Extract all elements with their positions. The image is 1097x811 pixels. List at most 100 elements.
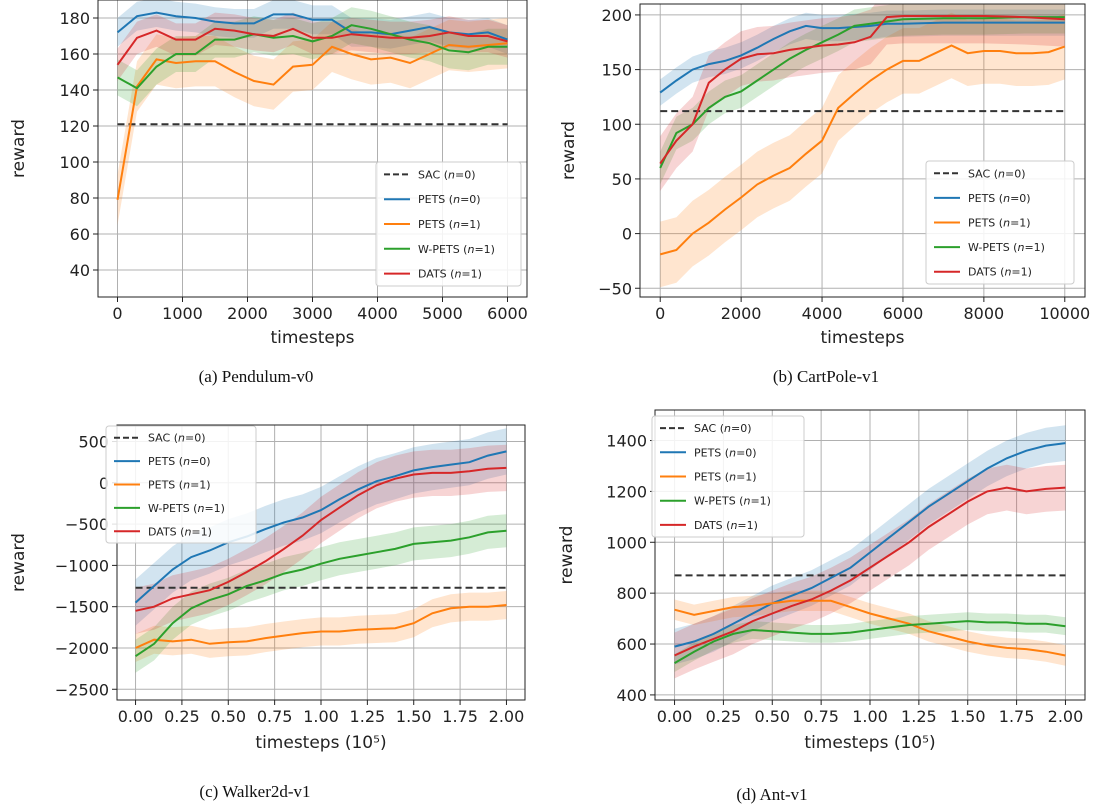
legend-label-prefix: PETS (	[968, 192, 1003, 205]
legend-label-suffix: =1)	[204, 502, 225, 515]
band-pets-n-0	[135, 428, 507, 626]
legend-label-pets-n-1: PETS (n=1)	[418, 218, 481, 231]
y-axis-label: reward	[9, 119, 29, 178]
x-tick-label: 0.50	[210, 707, 246, 726]
legend-label-n: n	[729, 471, 736, 484]
legend-label-prefix: W-PETS (	[418, 243, 467, 256]
legend-label-dats-n-1: DATS (n=1)	[968, 266, 1032, 279]
legend-label-prefix: DATS (	[694, 519, 730, 532]
band-w-pets-n-1	[117, 7, 508, 107]
x-tick-label: 1000	[162, 304, 203, 323]
x-tick-label: 0.00	[118, 707, 154, 726]
x-tick-label: 2.00	[489, 707, 525, 726]
y-tick-label: −2000	[55, 639, 109, 658]
x-tick-label: 1.50	[396, 707, 432, 726]
x-tick-label: 3000	[292, 304, 333, 323]
y-tick-label: 1000	[606, 533, 647, 552]
y-tick-label: 40	[70, 261, 90, 280]
legend-label-pets-n-1: PETS (n=1)	[694, 471, 757, 484]
line-pets-n-0	[674, 442, 1066, 648]
legend-label-suffix: =0)	[190, 455, 211, 468]
line-pets-n-0	[116, 11, 508, 41]
legend-label-sac-n-0: SAC (n=0)	[968, 167, 1026, 180]
legend-box	[375, 161, 522, 287]
chart-panel-3: 0.00 0.25 0.50 0.75 1.00 1.25 1.50 1.75 2.00 −250…	[9, 424, 526, 801]
x-tick-label: 0	[112, 304, 122, 323]
y-tick-label: 140	[59, 81, 90, 100]
band-w-pets-n-1	[674, 612, 1066, 672]
legend-label-prefix: W-PETS (	[148, 502, 197, 515]
axes-frame	[639, 3, 1086, 298]
line-dats-n-1	[116, 27, 508, 66]
legend: SAC (n=0)PETS (n=0)PETS (n=1)W-PETS (n=1…	[651, 415, 805, 538]
legend-label-suffix: =1)	[737, 519, 758, 532]
x-tick-label: 1.75	[999, 707, 1035, 726]
y-tick-label: 0	[99, 474, 109, 493]
legend-label-suffix: =0)	[731, 422, 752, 435]
legend-label-suffix: =1)	[461, 268, 482, 281]
legend-box	[105, 425, 257, 544]
y-tick-label: 1400	[606, 432, 647, 451]
legend-label-prefix: SAC (	[694, 422, 724, 435]
legend-label-suffix: =0)	[455, 168, 476, 181]
y-tick-label: −1500	[55, 598, 109, 617]
y-axis-label: reward	[559, 121, 579, 180]
legend-label-n: n	[453, 193, 460, 206]
legend-label-suffix: =1)	[750, 495, 771, 508]
legend-label-prefix: PETS (	[694, 471, 729, 484]
legend-label-prefix: DATS (	[968, 266, 1004, 279]
band-pets-n-0	[674, 425, 1066, 665]
x-tick-label: 4000	[802, 304, 843, 323]
plot-area	[134, 428, 507, 673]
plot-area	[659, 4, 1066, 288]
x-tick-label: 1.25	[350, 707, 386, 726]
band-w-pets-n-1	[135, 514, 507, 673]
y-tick-label: 60	[70, 225, 90, 244]
legend-label-w-pets-n-1: W-PETS (n=1)	[694, 495, 771, 508]
y-tick-label: 800	[616, 584, 647, 603]
y-axis-label: reward	[557, 526, 577, 585]
legend-label-suffix: =1)	[460, 218, 481, 231]
x-tick-label: 2000	[227, 304, 268, 323]
legend-label-n: n	[184, 525, 191, 538]
grid-lines	[98, 0, 527, 297]
legend-label-suffix: =0)	[460, 193, 481, 206]
legend-label-prefix: SAC (	[418, 168, 448, 181]
legend-box	[925, 160, 1075, 285]
legend-label-w-pets-n-1: W-PETS (n=1)	[418, 243, 495, 256]
y-tick-label: 200	[601, 6, 632, 25]
chart-panel-4: 0.00 0.25 0.50 0.75 1.00 1.25 1.50 1.75 2.00 400 6…	[557, 409, 1086, 804]
legend-label-pets-n-0: PETS (n=0)	[968, 192, 1031, 205]
x-tick-label: 1.00	[303, 707, 339, 726]
line-w-pets-n-1	[673, 620, 1066, 664]
x-tick-label: 10000	[1039, 304, 1090, 323]
x-tick-label: 0.25	[706, 707, 742, 726]
legend-label-suffix: =1)	[1010, 217, 1031, 230]
legend-label-n: n	[453, 218, 460, 231]
legend-label-dats-n-1: DATS (n=1)	[418, 268, 482, 281]
y-axis-label: reward	[9, 533, 29, 592]
legend-label-n: n	[197, 502, 204, 515]
legend-label-n: n	[998, 167, 1005, 180]
x-axis-label: timesteps (10⁵)	[255, 733, 386, 753]
legend-label-prefix: W-PETS (	[694, 495, 743, 508]
y-tick-label: 400	[616, 686, 647, 705]
y-tick-label: 160	[59, 45, 90, 64]
y-tick-label: −2500	[55, 680, 109, 699]
legend-label-pets-n-1: PETS (n=1)	[148, 479, 211, 492]
x-tick-label: 0.00	[657, 707, 693, 726]
legend: SAC (n=0)PETS (n=0)PETS (n=1)W-PETS (n=1…	[925, 160, 1075, 285]
legend-label-sac-n-0: SAC (n=0)	[694, 422, 752, 435]
x-tick-label: 5000	[422, 304, 463, 323]
legend-label-n: n	[448, 168, 455, 181]
legend-label-prefix: PETS (	[968, 217, 1003, 230]
legend-label-prefix: PETS (	[694, 446, 729, 459]
x-tick-label: 0.50	[754, 707, 790, 726]
legend-label-prefix: SAC (	[148, 432, 178, 445]
legend-label-prefix: PETS (	[148, 479, 183, 492]
chart-panel-2: 0 2000 4000 6000 8000 10000 −50 0 50 100 150 200 tim…	[559, 3, 1090, 386]
legend-label-n: n	[1003, 192, 1010, 205]
legend-label-suffix: =0)	[736, 446, 757, 459]
legend-label-prefix: DATS (	[418, 268, 454, 281]
legend-label-suffix: =1)	[474, 243, 495, 256]
